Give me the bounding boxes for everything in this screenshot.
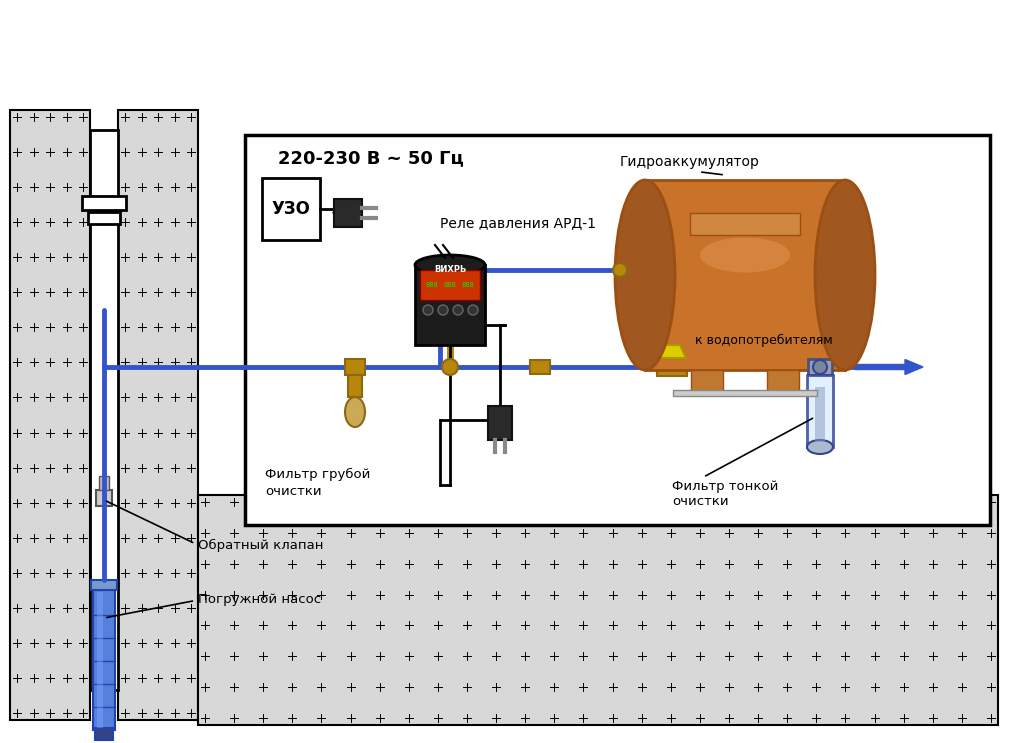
Text: ВИХРЬ: ВИХРЬ: [434, 265, 466, 274]
Circle shape: [813, 360, 827, 374]
Bar: [645, 180, 845, 370]
Circle shape: [442, 359, 458, 375]
Bar: [334, 199, 362, 227]
Bar: [262, 178, 319, 240]
Text: УЗО: УЗО: [271, 200, 310, 218]
Text: Обратный клапан: Обратный клапан: [106, 502, 324, 551]
Bar: [488, 406, 512, 440]
Circle shape: [453, 305, 463, 315]
Circle shape: [468, 305, 478, 315]
Bar: [420, 270, 480, 300]
Bar: [348, 375, 362, 397]
Bar: [815, 387, 825, 442]
Ellipse shape: [815, 180, 874, 370]
Bar: [90, 130, 118, 690]
Bar: [95, 728, 113, 740]
Circle shape: [423, 305, 433, 315]
Text: Гидроаккумулятор: Гидроаккумулятор: [620, 155, 760, 175]
Text: 888: 888: [462, 282, 474, 288]
Bar: [415, 265, 485, 345]
Ellipse shape: [807, 440, 833, 454]
Bar: [10, 110, 90, 720]
Ellipse shape: [700, 238, 790, 273]
Circle shape: [613, 263, 627, 277]
Bar: [767, 370, 799, 392]
Polygon shape: [658, 345, 686, 358]
Bar: [198, 495, 998, 725]
Bar: [673, 390, 817, 396]
Bar: [345, 359, 365, 375]
Bar: [808, 359, 831, 375]
Text: 220-230 В ~ 50 Гц: 220-230 В ~ 50 Гц: [278, 149, 464, 167]
Text: Фильтр грубой
очистки: Фильтр грубой очистки: [265, 468, 371, 498]
Text: 888: 888: [443, 282, 457, 288]
Text: Погружной насос: Погружной насос: [106, 594, 322, 617]
Bar: [88, 212, 120, 224]
FancyArrow shape: [855, 360, 923, 374]
Ellipse shape: [415, 255, 485, 275]
Bar: [97, 592, 103, 728]
Bar: [91, 580, 117, 590]
Ellipse shape: [345, 397, 365, 427]
Bar: [245, 135, 990, 525]
Bar: [93, 590, 115, 730]
Bar: [807, 375, 833, 447]
Bar: [118, 110, 198, 720]
Bar: [691, 370, 723, 392]
Text: Реле давления АРД-1: Реле давления АРД-1: [440, 216, 596, 230]
Circle shape: [438, 305, 449, 315]
Bar: [530, 360, 550, 374]
Text: к водопотребителям: к водопотребителям: [695, 334, 833, 346]
Bar: [99, 476, 109, 490]
Ellipse shape: [615, 180, 675, 370]
Bar: [96, 490, 112, 506]
Text: 888: 888: [426, 282, 438, 288]
Bar: [657, 358, 687, 376]
Bar: [690, 213, 800, 235]
Text: Фильтр тонкой
очистки: Фильтр тонкой очистки: [672, 418, 813, 508]
Bar: [82, 196, 126, 210]
